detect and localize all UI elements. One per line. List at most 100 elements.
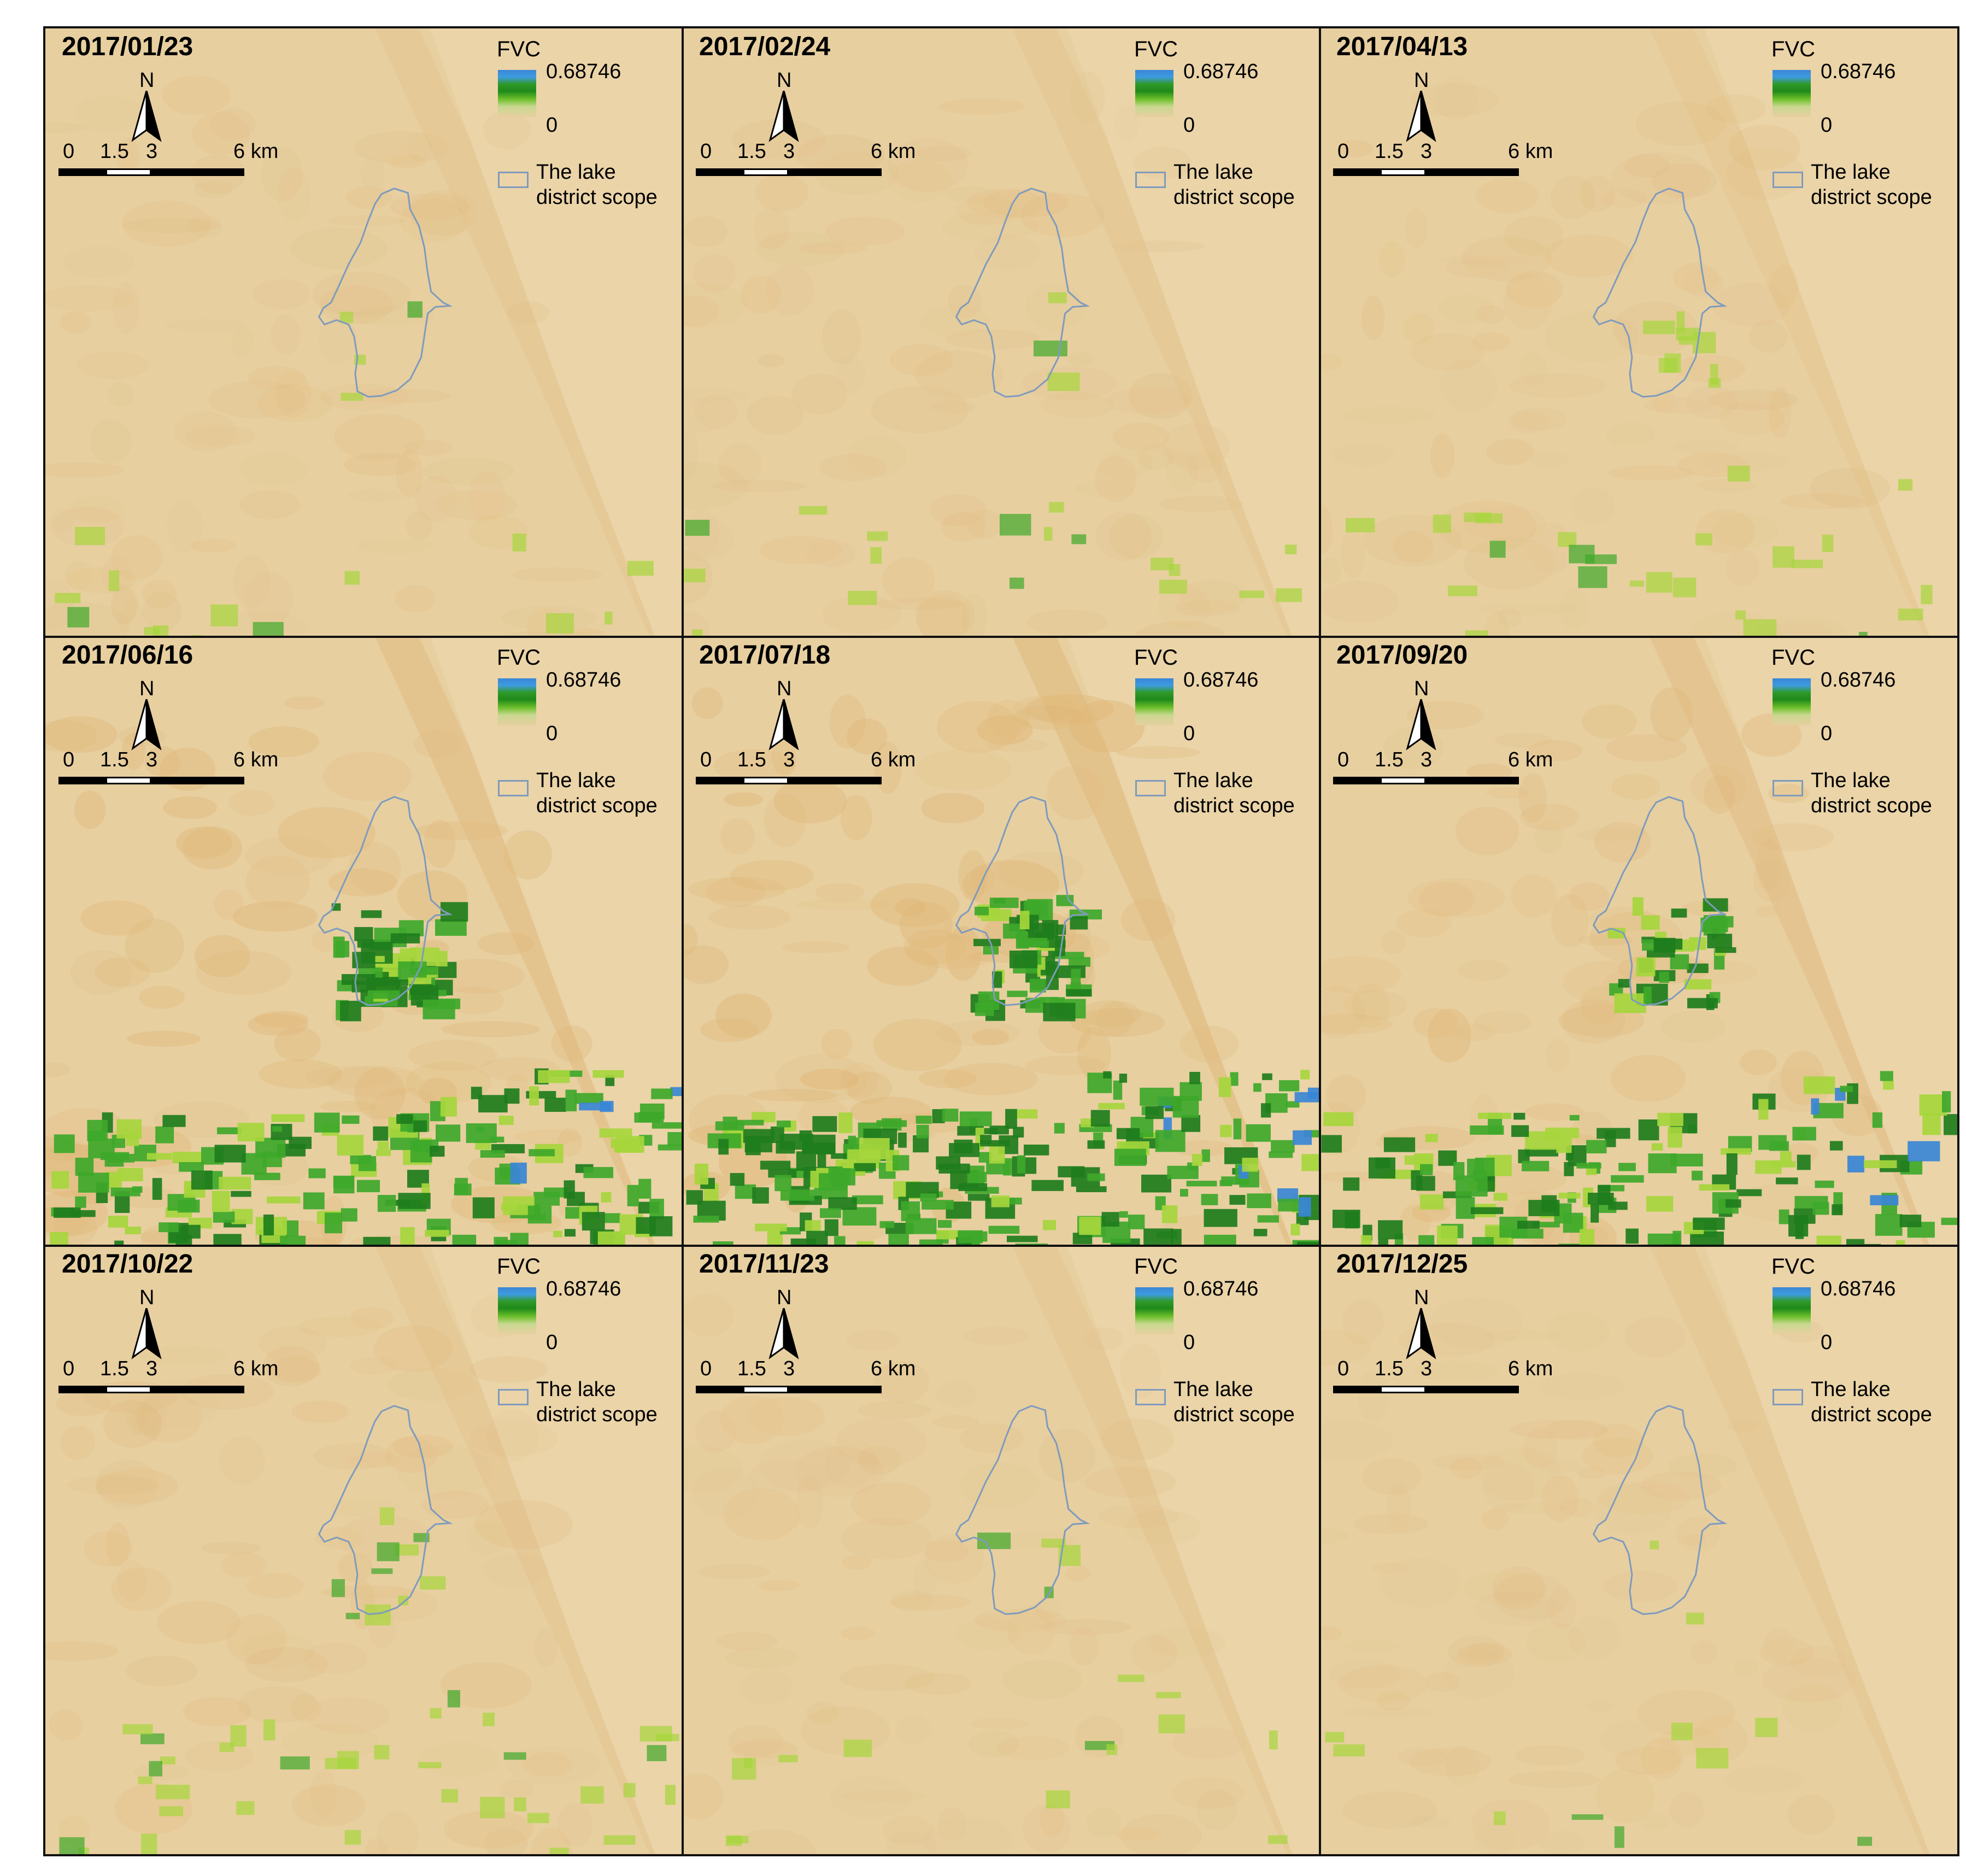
bare-soil-patch — [1342, 406, 1435, 424]
bare-soil-patch — [1476, 178, 1539, 214]
fvc-raster — [683, 28, 1320, 637]
bare-soil-patch — [1386, 1483, 1411, 1532]
bare-soil-patch — [117, 1560, 146, 1602]
legend-boundary-label: The lake — [1173, 1377, 1253, 1401]
bare-soil-patch — [1527, 523, 1574, 574]
vegetation-field — [1294, 1092, 1320, 1103]
vegetation-field — [1686, 1612, 1704, 1625]
bare-soil-patch — [830, 1776, 912, 1818]
bare-soil-patch — [1381, 931, 1406, 954]
vegetation-field — [1043, 1003, 1076, 1022]
vegetation-field — [888, 1234, 909, 1246]
vegetation-field — [1332, 1210, 1360, 1228]
vegetation-field — [901, 1201, 920, 1222]
bare-soil-patch — [945, 329, 1041, 350]
bare-soil-patch — [1759, 1638, 1814, 1666]
bare-soil-patch — [49, 1709, 83, 1741]
bare-soil-patch — [50, 509, 74, 531]
north-label: N — [1414, 1286, 1429, 1309]
bare-soil-patch — [396, 450, 424, 499]
bare-soil-patch — [1755, 906, 1780, 918]
vegetation-field — [1269, 1151, 1293, 1158]
scale-segment — [58, 777, 105, 785]
vegetation-field — [361, 910, 382, 918]
bare-soil-patch — [706, 877, 765, 907]
vegetation-field — [219, 1177, 251, 1190]
bare-soil-patch — [270, 1356, 321, 1382]
boundary-swatch — [1773, 1388, 1803, 1405]
bare-soil-patch — [1135, 621, 1225, 637]
bare-soil-patch — [125, 918, 185, 974]
bare-soil-patch — [867, 947, 938, 986]
vegetation-field — [647, 1745, 667, 1761]
bare-soil-patch — [1545, 1419, 1608, 1440]
bare-soil-patch — [695, 1410, 736, 1453]
bare-soil-patch — [683, 611, 711, 637]
vegetation-field — [916, 1125, 929, 1139]
bare-soil-patch — [1611, 1055, 1686, 1103]
vegetation-field — [1494, 1811, 1506, 1825]
bare-soil-patch — [1196, 1789, 1237, 1830]
vegetation-field — [1558, 1193, 1581, 1199]
bare-soil-patch — [1660, 1011, 1726, 1043]
vegetation-field — [942, 1109, 959, 1122]
bare-soil-patch — [219, 1436, 265, 1485]
vegetation-field — [452, 1235, 477, 1246]
legend-max: 0.68746 — [1821, 60, 1896, 83]
bare-soil-patch — [510, 567, 602, 582]
vegetation-field — [324, 1212, 343, 1234]
lake-district-boundary — [955, 796, 1090, 1006]
vegetation-field — [494, 1237, 508, 1246]
vegetation-field — [359, 1156, 377, 1171]
bare-soil-patch — [1650, 688, 1693, 742]
vegetation-field — [510, 1233, 529, 1246]
vegetation-field — [538, 1070, 570, 1083]
map-panel-3: 2017/04/13 N 0 1.5 3 6 km FVC 0.68746 0 … — [1320, 28, 1957, 637]
scale-segment — [1426, 1385, 1519, 1393]
vegetation-field — [879, 1221, 895, 1229]
north-label: N — [777, 677, 792, 701]
vegetation-field — [1285, 544, 1297, 555]
vegetation-field — [856, 1241, 874, 1246]
bare-soil-patch — [1519, 351, 1547, 386]
vegetation-field — [1056, 895, 1074, 907]
vegetation-field — [848, 590, 877, 605]
bare-soil-patch — [187, 215, 223, 238]
bare-soil-patch — [292, 1784, 366, 1827]
bare-soil-patch — [945, 926, 982, 981]
bare-soil-patch — [404, 439, 454, 456]
bare-soil-patch — [1562, 999, 1625, 1044]
vegetation-field — [480, 1150, 505, 1158]
vegetation-field — [981, 1128, 998, 1135]
bare-soil-patch — [1411, 83, 1499, 117]
vegetation-field — [1847, 1156, 1865, 1173]
bare-soil-patch — [1476, 305, 1505, 324]
scale-tick: 1.5 — [1375, 140, 1404, 163]
bare-soil-patch — [125, 1382, 149, 1435]
vegetation-field — [1736, 1189, 1762, 1197]
bare-soil-patch — [1457, 1643, 1512, 1665]
vegetation-field — [774, 1175, 791, 1192]
bare-soil-patch — [1545, 1039, 1569, 1072]
bare-soil-patch — [835, 1417, 927, 1467]
vegetation-field — [1031, 1180, 1064, 1192]
vegetation-field — [820, 1208, 841, 1218]
lake-district-boundary — [955, 1404, 1090, 1615]
boundary-swatch — [1773, 780, 1803, 797]
bare-soil-patch — [1581, 704, 1637, 739]
vegetation-field — [564, 1180, 575, 1199]
vegetation-field — [480, 1796, 505, 1818]
bare-soil-patch — [913, 146, 973, 162]
bare-soil-patch — [1372, 1562, 1408, 1573]
bare-soil-patch — [695, 395, 738, 429]
vegetation-field — [501, 1203, 518, 1211]
north-arrow: N — [127, 1286, 166, 1368]
bare-soil-patch — [175, 826, 232, 859]
bare-soil-patch — [70, 950, 132, 995]
vegetation-field — [831, 1153, 847, 1159]
vegetation-field — [854, 1163, 876, 1172]
vegetation-field — [936, 1230, 960, 1240]
bare-soil-patch — [1493, 1573, 1570, 1620]
bare-soil-patch — [1137, 445, 1174, 471]
bare-soil-patch — [1640, 1738, 1683, 1779]
